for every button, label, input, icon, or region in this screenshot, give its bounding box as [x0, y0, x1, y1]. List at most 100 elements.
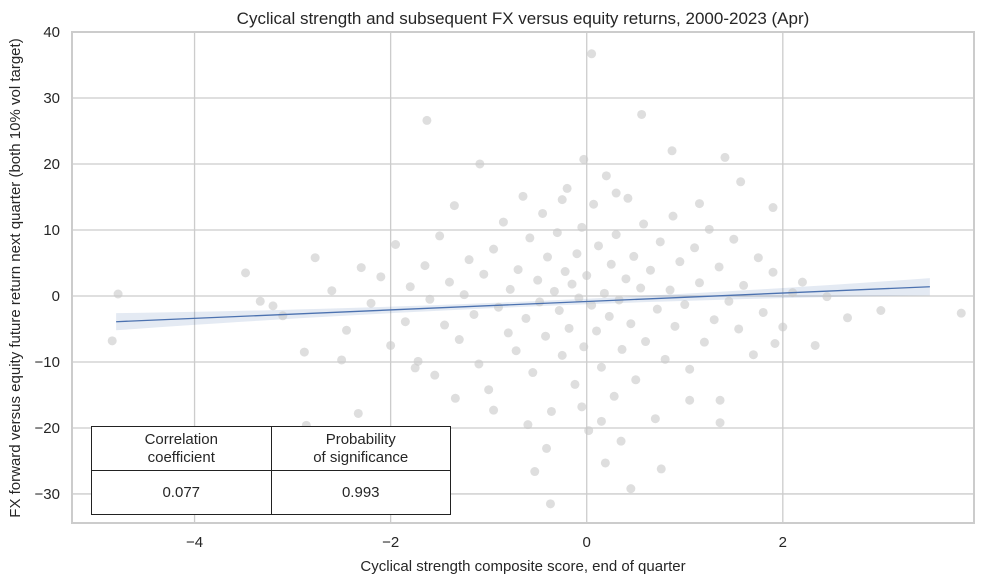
- data-point: [386, 340, 396, 350]
- data-point: [567, 279, 577, 289]
- data-point: [843, 313, 853, 323]
- value-probability: 0.993: [270, 470, 451, 515]
- data-point: [400, 317, 410, 327]
- data-point: [557, 195, 567, 205]
- y-tick-label: −30: [35, 486, 60, 503]
- data-point: [554, 305, 564, 315]
- data-point: [557, 350, 567, 360]
- data-point: [353, 408, 363, 418]
- y-tick-label: 20: [43, 156, 60, 173]
- data-point: [391, 240, 401, 250]
- chart-title: Cyclical strength and subsequent FX vers…: [237, 9, 810, 28]
- data-point: [623, 193, 633, 203]
- data-point: [543, 252, 553, 262]
- header-probability: Probability of significance: [270, 426, 451, 471]
- data-point: [430, 370, 440, 380]
- data-point: [584, 426, 594, 436]
- data-point: [444, 277, 454, 287]
- data-point: [505, 284, 515, 294]
- data-point: [459, 290, 469, 300]
- data-point: [562, 183, 572, 193]
- data-point: [656, 464, 666, 474]
- y-tick-label: 10: [43, 222, 60, 239]
- data-point: [699, 337, 709, 347]
- data-point: [310, 253, 320, 263]
- data-point: [736, 177, 746, 187]
- data-point: [694, 199, 704, 209]
- data-point: [435, 231, 445, 241]
- plot-frame: [71, 31, 975, 524]
- stats-header-text: Correlation coefficient: [144, 430, 218, 466]
- data-point: [631, 375, 641, 385]
- data-point: [549, 286, 559, 296]
- data-point: [822, 292, 832, 302]
- data-point: [449, 201, 459, 211]
- data-point: [541, 331, 551, 341]
- data-point: [593, 241, 603, 251]
- data-point: [511, 346, 521, 356]
- y-tick-label: −20: [35, 420, 60, 437]
- data-point: [521, 313, 531, 323]
- y-axis-label: FX forward versus equity future return n…: [7, 38, 24, 517]
- data-point: [587, 300, 597, 310]
- data-point: [748, 350, 758, 360]
- data-point: [753, 253, 763, 263]
- data-point: [564, 323, 574, 333]
- data-point: [714, 262, 724, 272]
- data-point: [572, 249, 582, 259]
- data-point: [739, 280, 749, 290]
- x-tick-label: −2: [382, 534, 399, 551]
- data-point: [729, 234, 739, 244]
- data-point: [596, 362, 606, 372]
- data-point: [709, 315, 719, 325]
- stats-table: Correlation coefficient Probability of sign…: [91, 426, 451, 515]
- data-point: [778, 322, 788, 332]
- data-point: [268, 301, 278, 311]
- data-point: [489, 405, 499, 415]
- data-point: [484, 385, 494, 395]
- data-point: [405, 282, 415, 292]
- data-point: [668, 211, 678, 221]
- data-point: [241, 268, 251, 278]
- data-point: [768, 267, 778, 277]
- data-point: [113, 289, 123, 299]
- data-point: [579, 154, 589, 164]
- data-point: [454, 335, 464, 345]
- data-point: [525, 233, 535, 243]
- data-point: [577, 402, 587, 412]
- data-point: [680, 300, 690, 310]
- data-point: [768, 203, 778, 213]
- data-point: [665, 285, 675, 295]
- y-tick-label: 30: [43, 90, 60, 107]
- data-point: [629, 251, 639, 261]
- data-point: [652, 304, 662, 314]
- data-point: [641, 337, 651, 347]
- data-point: [956, 308, 966, 318]
- data-point: [327, 286, 337, 296]
- data-point: [797, 277, 807, 287]
- data-point: [611, 188, 621, 198]
- data-point: [425, 294, 435, 304]
- data-point: [479, 269, 489, 279]
- data-point: [376, 272, 386, 282]
- data-point: [685, 395, 695, 405]
- data-point: [724, 296, 734, 306]
- data-point: [410, 363, 420, 373]
- data-point: [670, 321, 680, 331]
- data-point: [574, 293, 584, 303]
- data-point: [639, 219, 649, 229]
- data-point: [546, 406, 556, 416]
- data-point: [535, 297, 545, 307]
- data-point: [600, 458, 610, 468]
- data-point: [720, 152, 730, 162]
- data-point: [570, 379, 580, 389]
- data-point: [493, 302, 503, 312]
- data-point: [503, 328, 513, 338]
- data-point: [667, 146, 677, 156]
- data-point: [604, 311, 614, 321]
- x-axis-label: Cyclical strength composite score, end o…: [360, 558, 685, 575]
- data-point: [611, 230, 621, 240]
- data-point: [587, 49, 597, 59]
- data-point: [582, 271, 592, 281]
- data-point: [626, 319, 636, 329]
